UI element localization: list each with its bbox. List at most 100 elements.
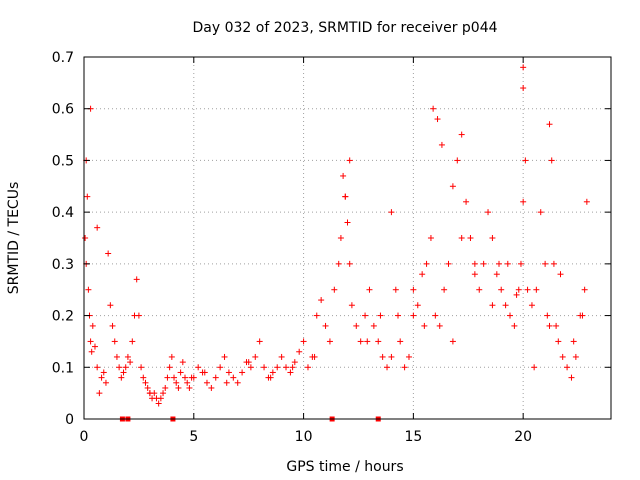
- data-point: [318, 297, 325, 304]
- data-point: [550, 260, 557, 267]
- data-point: [146, 390, 153, 397]
- data-point: [102, 379, 109, 386]
- data-point: [344, 219, 351, 226]
- data-point: [94, 364, 101, 371]
- data-point: [155, 400, 162, 407]
- data-point: [203, 379, 210, 386]
- data-point: [269, 369, 276, 376]
- data-point: [160, 390, 167, 397]
- data-point: [129, 338, 136, 345]
- data-point: [397, 338, 404, 345]
- data-point: [454, 157, 461, 164]
- data-point: [375, 338, 382, 345]
- data-point: [177, 369, 184, 376]
- data-point: [190, 374, 197, 381]
- data-point: [195, 364, 202, 371]
- data-point: [96, 390, 103, 397]
- data-point: [304, 364, 311, 371]
- data-point: [528, 302, 535, 309]
- data-point: [135, 312, 142, 319]
- y-axis-label: SRMTID / TECUs: [6, 182, 22, 295]
- data-point: [485, 209, 492, 216]
- y-tick-label: 0.2: [52, 309, 74, 325]
- data-point: [133, 276, 140, 283]
- data-point: [230, 374, 237, 381]
- data-point: [212, 374, 219, 381]
- data-point: [410, 286, 417, 293]
- data-point: [583, 198, 590, 205]
- y-tick-label: 0.1: [52, 360, 74, 376]
- data-point: [463, 198, 470, 205]
- data-point: [555, 338, 562, 345]
- data-point: [140, 374, 147, 381]
- y-tick-label: 0.3: [52, 257, 74, 273]
- data-point: [171, 374, 178, 381]
- data-point: [531, 364, 538, 371]
- data-point: [377, 312, 384, 319]
- data-point: [88, 348, 95, 355]
- data-point: [221, 353, 228, 360]
- data-point: [84, 193, 91, 200]
- data-point: [247, 364, 254, 371]
- data-point: [291, 359, 298, 366]
- data-point: [579, 312, 586, 319]
- data-point: [179, 359, 186, 366]
- y-tick-label: 0.6: [52, 102, 74, 118]
- y-tick-label: 0.4: [52, 205, 74, 221]
- data-point: [182, 374, 189, 381]
- data-point: [122, 364, 129, 371]
- data-point: [168, 353, 175, 360]
- data-point: [395, 312, 402, 319]
- data-point: [82, 235, 89, 241]
- data-point: [107, 302, 114, 309]
- data-point: [201, 369, 208, 376]
- data-point: [438, 141, 445, 148]
- data-point: [546, 322, 553, 329]
- data-point: [278, 353, 285, 360]
- data-point: [506, 312, 513, 319]
- data-point: [570, 338, 577, 345]
- data-point: [142, 379, 149, 386]
- data-point: [261, 364, 268, 371]
- data-point: [520, 198, 527, 205]
- data-point: [388, 209, 395, 216]
- data-point: [94, 224, 101, 231]
- data-point: [520, 64, 527, 71]
- data-point: [85, 286, 92, 293]
- data-point: [441, 286, 448, 293]
- data-point: [384, 364, 391, 371]
- data-point: [111, 338, 118, 345]
- data-point: [557, 271, 564, 278]
- data-point: [364, 338, 371, 345]
- data-point: [559, 353, 566, 360]
- data-point: [289, 364, 296, 371]
- data-point: [353, 322, 360, 329]
- data-point: [581, 286, 588, 293]
- data-point: [113, 353, 120, 360]
- data-point: [388, 353, 395, 360]
- data-point: [225, 369, 232, 376]
- data-point: [427, 235, 434, 241]
- data-point: [346, 260, 353, 267]
- data-point: [432, 312, 439, 319]
- data-point: [553, 322, 560, 329]
- data-point: [322, 322, 329, 329]
- x-tick-label: 20: [514, 429, 532, 445]
- data-point: [120, 369, 127, 376]
- data-point: [234, 379, 241, 386]
- data-point: [548, 157, 555, 164]
- data-point: [430, 105, 437, 112]
- data-point: [434, 116, 441, 123]
- data-point: [105, 250, 112, 257]
- data-point: [423, 260, 430, 267]
- data-point: [513, 291, 520, 298]
- data-point: [496, 260, 503, 267]
- data-point: [449, 183, 456, 190]
- data-point: [348, 302, 355, 309]
- data-point: [245, 359, 252, 366]
- data-point: [162, 384, 169, 391]
- data-point: [511, 322, 518, 329]
- data-point: [467, 235, 474, 241]
- data-point: [89, 322, 96, 329]
